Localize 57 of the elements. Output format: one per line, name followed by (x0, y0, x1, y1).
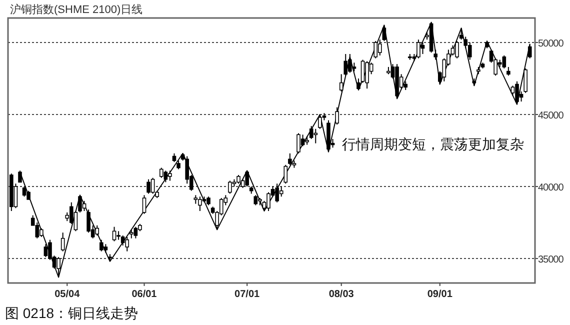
caption: 图 0218：铜日线走势 (5, 305, 138, 321)
candlestick (284, 164, 288, 184)
candlestick (356, 78, 360, 91)
candlestick (86, 209, 90, 234)
chart-title: 沪铜指数(SHME 2100)日线 (10, 3, 143, 16)
candlestick (228, 180, 232, 194)
candlestick (515, 80, 519, 105)
candlestick (168, 170, 172, 182)
x-tick-label: 08/03 (328, 289, 354, 300)
candlestick (146, 178, 150, 194)
candlestick (198, 196, 202, 212)
y-tick-label: 40000 (538, 182, 564, 194)
candlestick (44, 244, 48, 258)
candlestick (164, 170, 168, 183)
y-tick-label: 50000 (538, 38, 564, 50)
candlestick (468, 42, 472, 60)
candlestick (245, 170, 249, 188)
candlestick (288, 152, 292, 166)
candlestick (420, 42, 425, 55)
x-tick-label: 06/01 (132, 289, 158, 300)
candlestick (266, 192, 270, 212)
candlestick (78, 194, 82, 213)
candlestick (442, 58, 446, 82)
x-tick-label: 09/01 (427, 289, 453, 300)
candlestick (125, 236, 130, 252)
candlestick (335, 106, 339, 126)
y-tick-label: 35000 (538, 254, 564, 266)
candlestick (455, 40, 459, 59)
x-tick-label: 05/04 (54, 289, 80, 300)
candlestick (60, 232, 65, 252)
candlestick (314, 128, 318, 144)
y-tick-label: 45000 (538, 110, 564, 122)
candlestick (434, 49, 438, 60)
candlestick (74, 210, 78, 232)
candlestick (159, 167, 164, 178)
candlestick (309, 126, 314, 140)
candlestick (502, 54, 506, 69)
candlestick (382, 24, 386, 42)
candlestick (374, 40, 378, 59)
candlestick (82, 200, 86, 212)
candlestick (120, 234, 125, 246)
candlestick (95, 224, 100, 236)
candlestick (35, 222, 40, 239)
annotation: 行情周期变短，震荡更加复杂 (342, 136, 524, 152)
x-tick-label: 07/01 (234, 289, 260, 300)
candlestick (360, 59, 365, 84)
candlestick (318, 114, 322, 130)
candlestick (22, 186, 26, 198)
candlestick (100, 239, 104, 252)
candlestick (134, 226, 138, 239)
candlestick (142, 194, 146, 214)
candlestick (296, 132, 300, 154)
candlestick (150, 177, 155, 194)
candlestick (254, 194, 258, 206)
candlestick (279, 186, 284, 198)
candlestick (416, 39, 420, 59)
candlestick (365, 60, 369, 90)
